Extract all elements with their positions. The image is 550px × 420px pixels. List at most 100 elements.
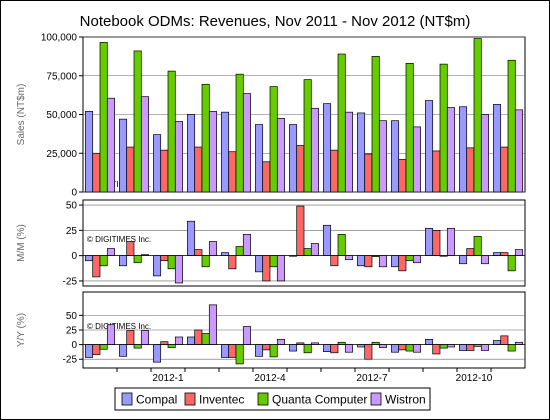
y-axis-label: M/M (%) — [16, 224, 27, 262]
bar-compal — [119, 118, 128, 193]
legend-item-inventec: Inventec — [184, 392, 244, 407]
bar-quanta-computer — [507, 255, 516, 272]
bar-compal — [357, 255, 366, 267]
bar-compal — [85, 255, 94, 262]
bar-compal — [153, 134, 162, 193]
bar-wistron — [378, 344, 387, 348]
bar-compal — [119, 344, 128, 357]
y-tick-label: 50,000 — [46, 110, 77, 121]
bar-inventec — [262, 344, 271, 351]
bar-wistron — [378, 255, 387, 268]
bar-wistron — [208, 241, 217, 256]
bar-compal — [357, 112, 366, 193]
bar-wistron — [242, 93, 251, 193]
legend-label: Quanta Computer — [272, 393, 367, 407]
bar-wistron — [514, 109, 523, 193]
y-tick-label: 50 — [66, 201, 78, 212]
bar-compal — [425, 339, 434, 345]
bar-wistron — [412, 255, 421, 264]
bar-wistron — [276, 118, 285, 193]
bar-quanta-computer — [269, 344, 278, 358]
bar-wistron — [208, 111, 217, 193]
bar-wistron — [276, 339, 285, 345]
bar-wistron — [378, 120, 387, 193]
bar-inventec — [432, 230, 441, 256]
bar-compal — [289, 124, 298, 193]
bar-quanta-computer — [201, 83, 210, 193]
bar-quanta-computer — [405, 62, 414, 193]
bar-compal — [391, 120, 400, 193]
bar-quanta-computer — [99, 344, 108, 350]
bar-wistron — [106, 324, 115, 345]
bar-compal — [323, 224, 332, 256]
bar-wistron — [140, 330, 149, 345]
legend-label: Inventec — [199, 393, 244, 407]
y-tick-label: 25 — [66, 326, 78, 337]
watermark: © DIGITIMES Inc. — [87, 235, 151, 244]
bar-inventec — [330, 255, 339, 267]
bar-quanta-computer — [201, 333, 210, 345]
bar-quanta-computer — [99, 42, 108, 193]
bar-inventec — [92, 152, 101, 193]
bar-quanta-computer — [439, 63, 448, 193]
bar-compal — [459, 344, 468, 351]
bar-wistron — [344, 111, 353, 193]
bar-inventec — [466, 344, 475, 351]
bar-compal — [153, 344, 162, 363]
bar-compal — [221, 252, 230, 256]
bar-wistron — [174, 255, 183, 284]
bar-compal — [187, 336, 196, 345]
bar-compal — [255, 344, 264, 357]
bar-compal — [85, 111, 94, 193]
legend-item-wistron: Wistron — [370, 392, 426, 407]
bar-inventec — [126, 330, 135, 345]
legend: Compal Inventec Quanta Computer Wistron — [114, 387, 431, 411]
legend-swatch — [184, 392, 196, 406]
bar-quanta-computer — [473, 38, 482, 193]
bar-inventec — [364, 255, 373, 268]
bar-wistron — [446, 107, 455, 193]
bar-quanta-computer — [405, 344, 414, 352]
bar-quanta-computer — [133, 344, 142, 349]
bar-compal — [493, 252, 502, 256]
y-tick-label: -25 — [63, 355, 78, 366]
bar-wistron — [480, 255, 489, 265]
bar-compal — [221, 344, 230, 358]
bar-inventec — [228, 255, 237, 270]
bar-compal — [289, 344, 298, 352]
x-tick-label: 2012-10 — [456, 373, 493, 384]
bar-quanta-computer — [235, 246, 244, 256]
bar-quanta-computer — [473, 236, 482, 256]
bar-quanta-computer — [99, 255, 108, 267]
bar-wistron — [344, 255, 353, 261]
y-tick-label: 50 — [66, 311, 78, 322]
bar-inventec — [262, 161, 271, 193]
bar-inventec — [296, 145, 305, 193]
bar-quanta-computer — [439, 344, 448, 349]
bar-inventec — [466, 147, 475, 193]
legend-swatch — [370, 392, 382, 406]
bar-compal — [323, 103, 332, 193]
bar-inventec — [330, 149, 339, 193]
bar-inventec — [228, 344, 237, 358]
bar-quanta-computer — [269, 255, 278, 268]
bar-wistron — [310, 107, 319, 193]
y-tick-label: -25 — [63, 276, 78, 287]
bar-compal — [459, 255, 468, 265]
bar-inventec — [194, 329, 203, 345]
y-tick-label: 0 — [71, 340, 77, 351]
bar-inventec — [466, 248, 475, 256]
bar-quanta-computer — [269, 86, 278, 193]
bar-quanta-computer — [337, 53, 346, 193]
bar-compal — [493, 104, 502, 193]
bar-wistron — [106, 248, 115, 256]
bar-quanta-computer — [235, 73, 244, 193]
bar-quanta-computer — [337, 234, 346, 256]
bar-quanta-computer — [303, 248, 312, 256]
legend-swatch — [121, 392, 133, 406]
bar-inventec — [500, 335, 509, 345]
bar-inventec — [364, 153, 373, 193]
bar-wistron — [412, 344, 421, 353]
